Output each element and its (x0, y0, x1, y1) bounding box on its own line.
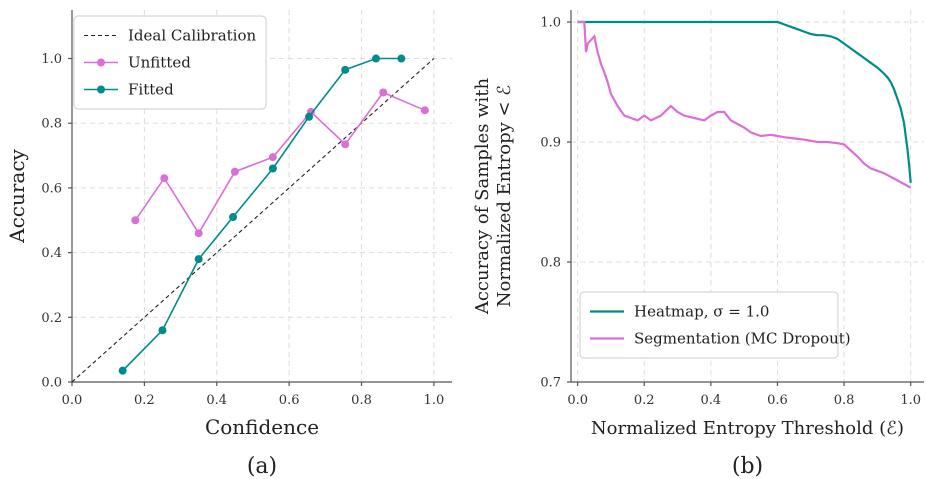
data-point (379, 88, 388, 97)
legend-label: Heatmap, σ = 1.0 (634, 303, 769, 321)
x-axis-label: Normalized Entropy Threshold (ℰ) (591, 418, 904, 439)
data-point (118, 366, 127, 375)
y-tick-label: 0.2 (41, 311, 62, 326)
y-tick-label: 0.9 (540, 136, 561, 151)
legend-swatch-marker (97, 58, 105, 67)
data-point (230, 167, 239, 176)
data-point (229, 213, 238, 222)
y-tick-label: 0.7 (540, 376, 561, 391)
y-tick-label: 1.0 (41, 52, 62, 67)
x-tick-label: 0.0 (567, 393, 588, 408)
x-tick-label: 0.2 (634, 393, 655, 408)
legend-box (73, 15, 267, 110)
data-point (305, 112, 314, 121)
data-point (341, 65, 350, 74)
series-line (577, 20, 912, 189)
data-point (397, 54, 406, 63)
y-tick-label: 0.6 (41, 181, 62, 196)
data-point (268, 153, 277, 162)
legend-label: Fitted (128, 81, 174, 99)
x-tick-label: 0.8 (351, 393, 372, 408)
panel-caption: (b) (732, 454, 763, 479)
x-tick-label: 0.0 (62, 393, 83, 408)
data-point (420, 106, 429, 115)
y-tick-label: 0.4 (41, 246, 62, 261)
series-line (577, 20, 912, 183)
data-point (372, 54, 380, 63)
data-point (194, 229, 203, 238)
legend-swatch-marker (97, 85, 105, 94)
data-point (158, 326, 167, 335)
x-tick-label: 1.0 (424, 393, 445, 408)
data-point (131, 216, 140, 225)
legend-label: Segmentation (MC Dropout) (634, 330, 851, 348)
legend-label: Ideal Calibration (128, 27, 256, 45)
x-tick-label: 0.4 (701, 393, 722, 408)
data-point (160, 174, 169, 183)
series-line (71, 58, 435, 383)
y-tick-label: 0.8 (540, 256, 561, 271)
y-tick-label: 0.8 (41, 117, 62, 132)
panel-caption: (a) (247, 454, 277, 479)
x-axis-label: Confidence (205, 415, 319, 439)
data-point (194, 255, 203, 264)
y-tick-label: 1.0 (540, 16, 561, 31)
y-axis-label-line: Normalized Entropy < ℰ (494, 85, 515, 308)
x-tick-label: 0.6 (279, 393, 300, 408)
calibration-chart: 0.0 0.2 0.4 0.6 0.8 1.0 0.0 0.2 0.4 0.6 0.8 1.0 Conf… (5, 10, 452, 479)
x-tick-label: 0.6 (767, 393, 788, 408)
x-tick-label: 0.4 (206, 393, 227, 408)
legend-label: Unfitted (128, 54, 191, 72)
legend-box (579, 291, 839, 359)
x-tick-label: 0.2 (134, 393, 155, 408)
x-tick-label: 1.0 (900, 393, 921, 408)
y-axis-label: Accuracy (5, 148, 29, 243)
data-point (341, 140, 350, 149)
x-tick-label: 0.8 (834, 393, 855, 408)
y-axis-label-line: Accuracy of Samples with (472, 77, 493, 315)
y-tick-label: 0.0 (41, 376, 62, 391)
data-point (268, 164, 277, 173)
